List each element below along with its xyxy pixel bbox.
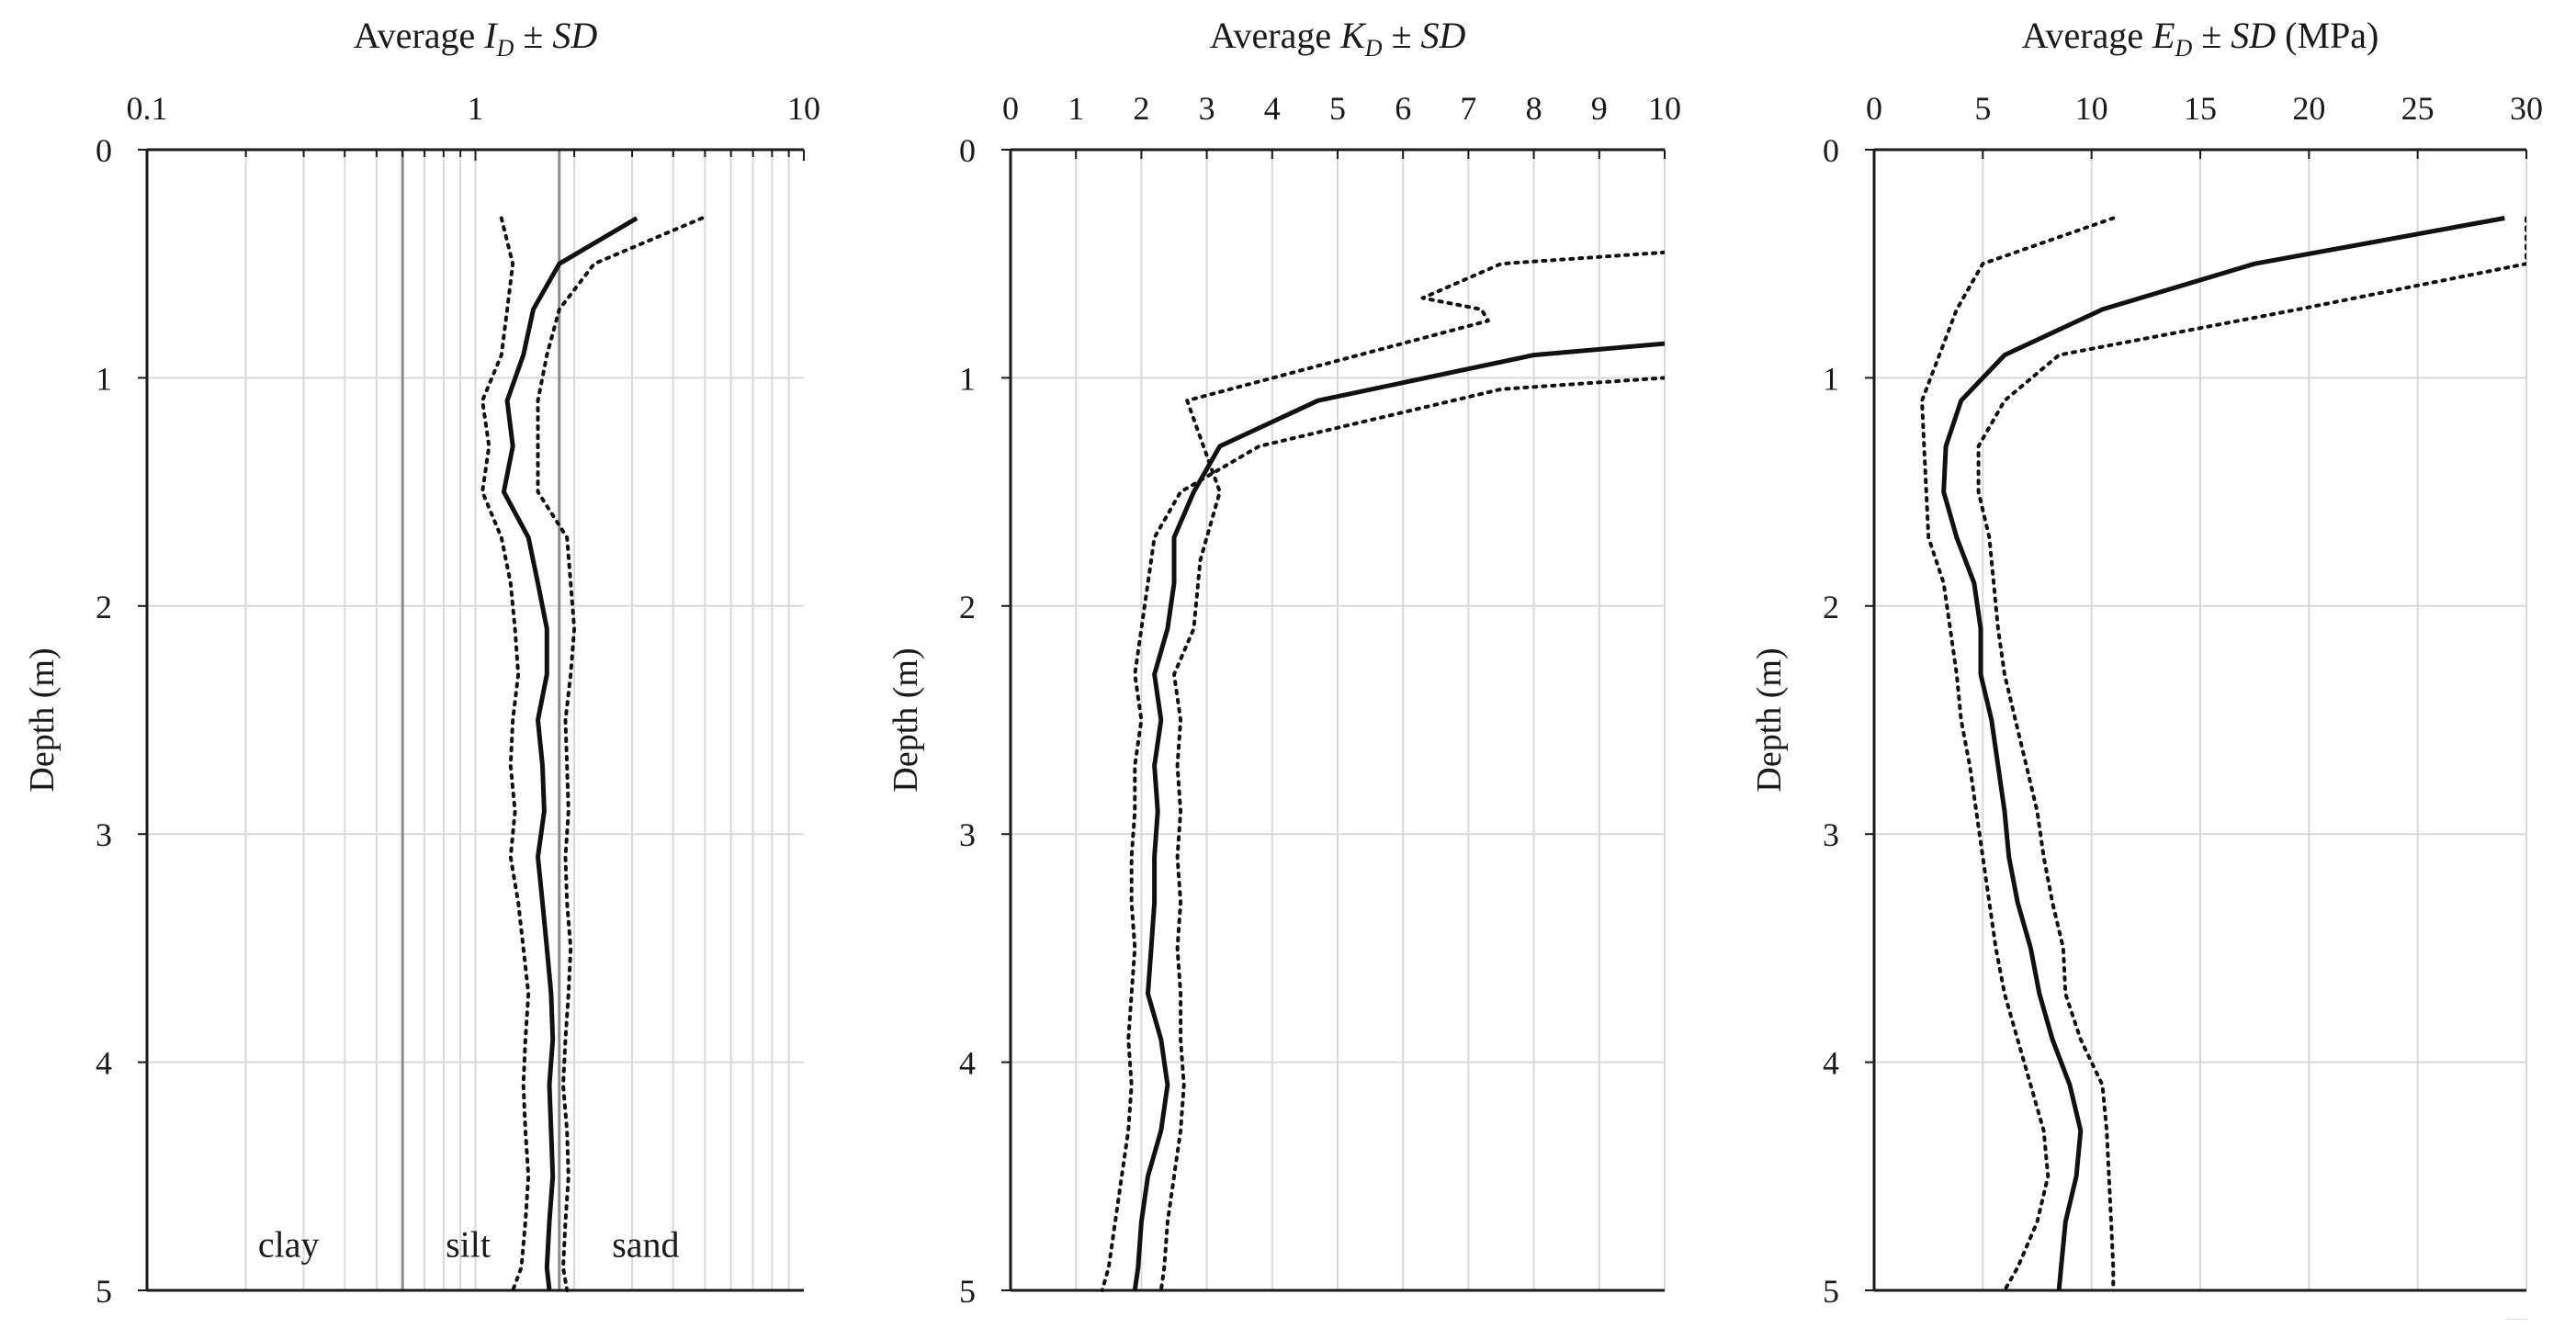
x-tick-label: 0.1 [127,90,168,127]
title-plusminus: ± [2192,15,2231,56]
series-mean-line [1941,216,2505,1291]
series-mean-plus-sd-line [1158,250,1665,1292]
title-prefix: Average [2022,15,2153,56]
x-tick-label: 5 [1974,90,1991,127]
title-subscript: D [2175,35,2193,62]
title-sd: SD [2231,15,2276,56]
series-mean-line [1132,341,1665,1291]
chart-title: Average ED ± SD (MPa) [2022,15,2379,62]
x-tick-label: 20 [2292,90,2325,127]
y-tick-label: 1 [1823,360,1839,397]
upper-note: upper SD line exits the 30 MPa axis limi… [2504,1319,2526,1321]
y-axis-label: Depth (m) [1750,647,1789,792]
y-tick-label: 2 [1823,589,1839,625]
y-tick-label: 4 [1823,1045,1839,1082]
zone-label-silt: silt [446,1223,491,1265]
title-variable: I [483,15,498,56]
panel-id: 0.1 1 10 0 1 2 3 4 5 Average ID ± SD Depth (m) clay… [23,15,820,1310]
title-variable: K [1339,15,1367,56]
y-tick-label: 0 [959,132,976,169]
x-tick-label: 10 [2075,90,2108,127]
series-mean-minus-sd-line [480,216,531,1292]
x-tick-label: 10 [787,90,820,127]
x-tick-label: 3 [1199,90,1215,127]
x-tick-label: 0 [1002,90,1019,127]
x-tick-label: 7 [1460,90,1476,127]
title-prefix: Average [354,15,485,56]
y-tick-label: 1 [96,360,112,397]
x-tick-label: 1 [468,90,484,127]
x-tick-label: 30 [2510,90,2543,127]
x-tick-label: 10 [1648,90,1681,127]
series-mean-minus-sd-line [1920,216,2116,1292]
y-tick-label: 5 [1823,1273,1839,1310]
title-subscript: D [1364,35,1383,62]
y-tick-label: 0 [1823,132,1839,169]
title-subscript: D [496,35,514,62]
title-variable: E [2152,15,2175,56]
chart-title: Average ID ± SD [354,15,598,62]
y-tick-label: 3 [96,816,112,853]
series-mean-plus-sd-line [536,216,705,1292]
y-tick-label: 1 [959,360,976,397]
y-tick-label: 5 [959,1273,976,1310]
title-prefix: Average [1210,15,1341,56]
y-tick-label: 4 [96,1045,112,1082]
y-tick-label: 3 [1823,816,1839,853]
x-tick-label: 8 [1526,90,1542,127]
x-tick-label: 0 [1866,90,1882,127]
y-tick-label: 4 [959,1045,976,1082]
zone-label-sand: sand [612,1223,679,1265]
x-tick-label: 25 [2401,90,2435,127]
panel-kd: 0 1 2 3 4 5 6 7 8 9 10 0 1 2 3 4 5 Average KD ± SD Depth (… [887,15,1681,1310]
y-tick-label: 5 [96,1273,112,1310]
y-tick-label: 2 [959,589,976,625]
chart-title: Average KD ± SD [1210,15,1466,62]
x-tick-label: 4 [1264,90,1281,127]
series-mean-line [501,216,638,1291]
x-tick-label: 9 [1591,90,1608,127]
title-plusminus: ± [514,15,552,56]
y-tick-label: 0 [96,132,112,169]
zone-label-clay: clay [258,1223,320,1265]
title-sd: SD [552,15,597,56]
x-tick-label: 6 [1395,90,1411,127]
series-mean-minus-sd-line [1100,376,1665,1292]
title-plusminus: ± [1383,15,1421,56]
y-tick-label: 2 [96,589,112,625]
y-tick-label: 3 [959,816,976,853]
series-mean-plus-sd-line [1976,216,2526,1292]
y-axis-label: Depth (m) [23,647,62,792]
x-tick-label: 1 [1068,90,1084,127]
x-tick-label: 15 [2184,90,2217,127]
x-tick-label: 5 [1329,90,1346,127]
x-tick-label: 2 [1133,90,1149,127]
title-sd: SD [1421,15,1466,56]
title-units: (MPa) [2276,15,2378,56]
y-axis-label: Depth (m) [887,647,925,792]
